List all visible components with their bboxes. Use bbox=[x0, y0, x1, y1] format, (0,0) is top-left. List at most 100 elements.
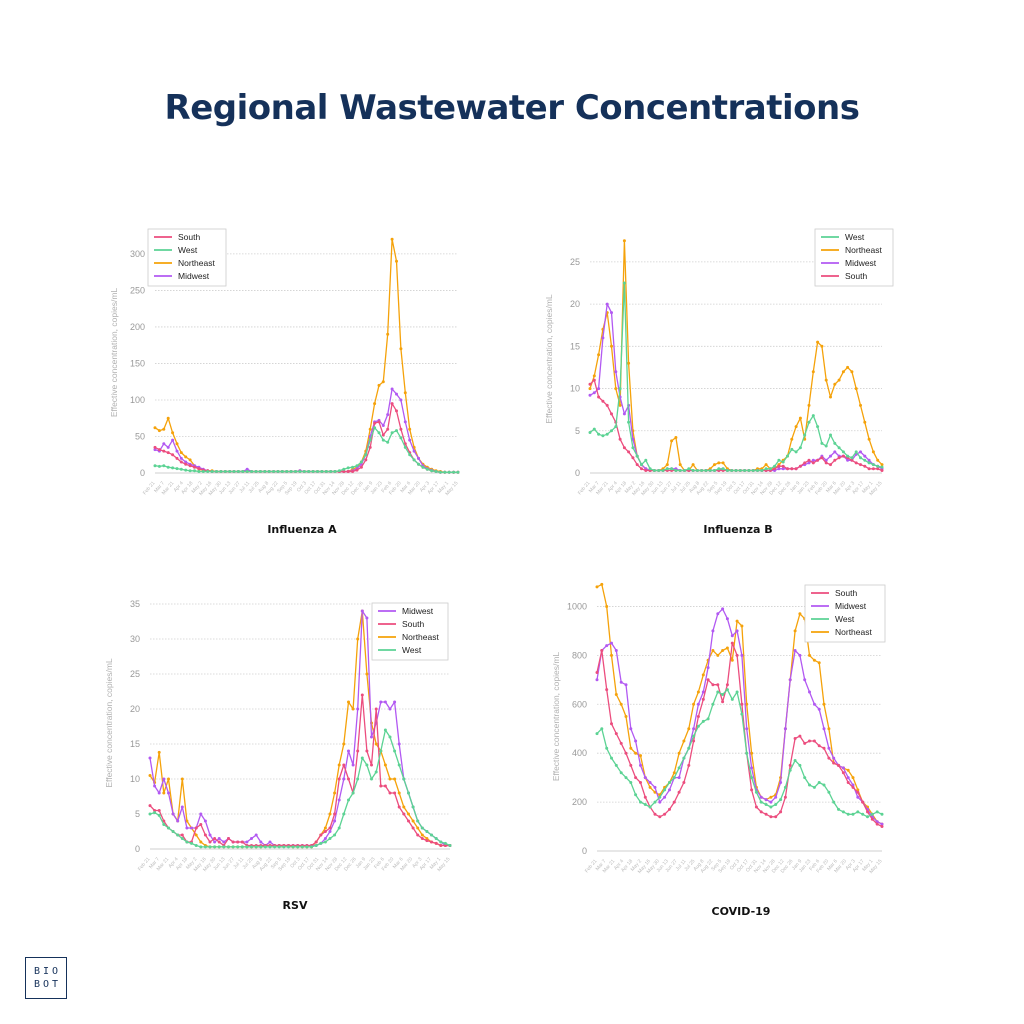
data-point bbox=[263, 845, 267, 849]
data-point bbox=[827, 727, 831, 731]
data-point bbox=[416, 826, 420, 830]
data-point bbox=[180, 837, 184, 840]
data-point bbox=[305, 845, 309, 849]
data-point bbox=[721, 700, 725, 704]
data-point bbox=[592, 374, 596, 378]
chart-caption: RSV bbox=[282, 899, 308, 912]
legend-label: South bbox=[178, 232, 200, 242]
data-point bbox=[706, 678, 710, 682]
data-point bbox=[701, 690, 705, 694]
data-point bbox=[668, 788, 671, 792]
data-point bbox=[721, 461, 725, 465]
data-point bbox=[430, 840, 433, 844]
data-point bbox=[692, 734, 696, 738]
data-point bbox=[721, 649, 725, 652]
data-point bbox=[190, 841, 193, 845]
data-point bbox=[876, 467, 880, 471]
data-point bbox=[634, 751, 638, 755]
data-point bbox=[210, 470, 214, 473]
data-point bbox=[725, 617, 729, 621]
data-point bbox=[851, 776, 855, 780]
data-point bbox=[386, 440, 390, 444]
data-point bbox=[827, 746, 831, 750]
data-point bbox=[443, 841, 447, 845]
data-point bbox=[277, 845, 281, 849]
data-point bbox=[377, 420, 381, 424]
data-point bbox=[829, 463, 832, 467]
data-point bbox=[605, 302, 609, 306]
data-point bbox=[833, 458, 837, 462]
data-point bbox=[153, 784, 157, 788]
data-point bbox=[600, 727, 604, 731]
data-point bbox=[588, 393, 592, 397]
legend-label: South bbox=[835, 588, 857, 598]
data-point bbox=[861, 800, 865, 804]
data-point bbox=[397, 742, 401, 746]
data-point bbox=[197, 467, 201, 471]
data-point bbox=[241, 470, 245, 473]
data-point bbox=[740, 624, 744, 628]
data-point bbox=[856, 795, 860, 799]
data-point bbox=[687, 746, 691, 750]
data-point bbox=[756, 469, 759, 472]
data-point bbox=[166, 416, 170, 420]
data-point bbox=[425, 837, 429, 840]
legend-label: Northeast bbox=[178, 258, 215, 268]
data-point bbox=[614, 649, 618, 652]
data-point bbox=[708, 469, 712, 472]
data-point bbox=[407, 791, 410, 795]
data-point bbox=[622, 446, 626, 450]
data-point bbox=[228, 470, 232, 473]
data-point bbox=[333, 833, 337, 837]
data-point bbox=[610, 653, 613, 657]
data-point bbox=[811, 370, 815, 374]
data-point bbox=[859, 456, 862, 460]
data-point bbox=[871, 467, 875, 471]
data-point bbox=[601, 399, 605, 403]
data-point bbox=[342, 467, 346, 471]
data-point bbox=[764, 463, 768, 467]
data-point bbox=[443, 470, 447, 474]
data-point bbox=[438, 470, 442, 474]
data-point bbox=[203, 845, 207, 849]
data-point bbox=[328, 837, 332, 840]
data-point bbox=[592, 391, 596, 395]
data-point bbox=[597, 395, 601, 399]
data-point bbox=[388, 707, 392, 711]
data-point bbox=[171, 812, 175, 816]
data-point bbox=[817, 707, 821, 711]
data-point bbox=[807, 403, 811, 407]
data-point bbox=[610, 722, 613, 726]
data-point bbox=[627, 361, 631, 365]
y-axis-label: Effective concentration, copies/mL bbox=[544, 294, 554, 424]
data-point bbox=[614, 763, 618, 767]
data-point bbox=[217, 840, 221, 844]
data-point bbox=[323, 830, 327, 833]
data-point bbox=[764, 467, 768, 471]
data-point bbox=[197, 470, 201, 473]
data-point bbox=[678, 469, 682, 472]
data-point bbox=[184, 460, 188, 464]
data-point bbox=[314, 844, 318, 847]
data-point bbox=[291, 845, 295, 849]
data-point bbox=[193, 469, 196, 473]
data-point bbox=[629, 763, 633, 767]
data-point bbox=[403, 445, 407, 449]
data-point bbox=[208, 845, 212, 849]
data-point bbox=[870, 817, 874, 821]
data-point bbox=[402, 805, 406, 809]
data-point bbox=[677, 751, 681, 755]
data-point bbox=[880, 822, 884, 826]
data-point bbox=[764, 803, 768, 806]
legend: West Northeast Midwest South bbox=[814, 228, 894, 287]
data-point bbox=[258, 470, 262, 473]
data-point bbox=[213, 837, 217, 840]
data-point bbox=[648, 781, 652, 784]
data-point bbox=[808, 653, 811, 657]
data-point bbox=[148, 756, 152, 760]
data-point bbox=[188, 469, 192, 473]
data-point bbox=[817, 661, 821, 665]
biobot-logo: BIO BOT bbox=[25, 957, 67, 999]
data-point bbox=[619, 702, 623, 706]
legend: South West Northeast Midwest bbox=[147, 228, 227, 287]
